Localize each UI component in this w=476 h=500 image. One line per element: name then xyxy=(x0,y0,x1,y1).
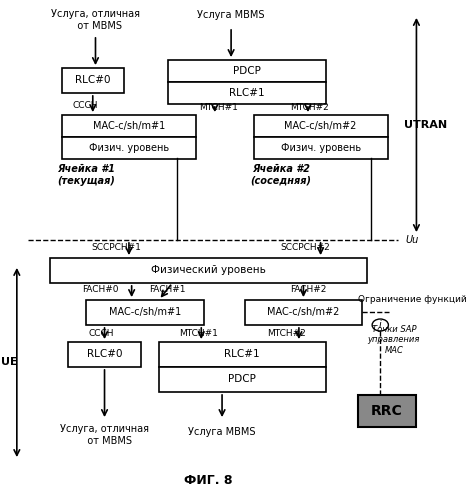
Text: Услуга MBMS: Услуга MBMS xyxy=(197,10,264,20)
Text: MTCH#1: MTCH#1 xyxy=(199,104,238,112)
Text: Услуга, отличная
   от MBMS: Услуга, отличная от MBMS xyxy=(51,9,139,31)
Text: MTCH#1: MTCH#1 xyxy=(179,328,218,338)
Text: Физич. уровень: Физич. уровень xyxy=(280,143,360,153)
FancyBboxPatch shape xyxy=(168,82,325,104)
Text: ФИГ. 8: ФИГ. 8 xyxy=(184,474,232,486)
Text: FACH#1: FACH#1 xyxy=(149,286,186,294)
Text: Ячейка #1
(текущая): Ячейка #1 (текущая) xyxy=(58,164,115,186)
Text: CCCH: CCCH xyxy=(73,100,98,110)
FancyBboxPatch shape xyxy=(68,342,140,367)
FancyBboxPatch shape xyxy=(168,60,325,82)
Text: CCCH: CCCH xyxy=(88,328,113,338)
FancyBboxPatch shape xyxy=(62,137,196,159)
Text: Физич. уровень: Физич. уровень xyxy=(89,143,169,153)
Text: UE: UE xyxy=(1,357,18,367)
Text: RLC#1: RLC#1 xyxy=(228,88,264,98)
Text: MAC-c/sh/m#1: MAC-c/sh/m#1 xyxy=(93,121,165,131)
Text: PDCP: PDCP xyxy=(228,374,255,384)
Text: MAC-c/sh/m#2: MAC-c/sh/m#2 xyxy=(267,307,339,317)
Text: RRC: RRC xyxy=(370,404,402,418)
Text: Физический уровень: Физический уровень xyxy=(151,265,266,275)
Text: PDCP: PDCP xyxy=(232,66,260,76)
FancyBboxPatch shape xyxy=(253,137,387,159)
Text: Uu: Uu xyxy=(405,235,418,245)
Text: SCCPCH#2: SCCPCH#2 xyxy=(280,244,330,252)
FancyBboxPatch shape xyxy=(253,115,387,137)
Text: RLC#0: RLC#0 xyxy=(87,349,122,359)
Text: Услуга MBMS: Услуга MBMS xyxy=(188,427,255,437)
Text: Точки SAP
управления
MAC: Точки SAP управления MAC xyxy=(367,325,419,355)
FancyBboxPatch shape xyxy=(357,395,416,427)
Text: FACH#0: FACH#0 xyxy=(81,286,118,294)
FancyBboxPatch shape xyxy=(159,342,325,367)
Text: SCCPCH#1: SCCPCH#1 xyxy=(91,244,140,252)
Text: Ограничение функций: Ограничение функций xyxy=(357,296,466,304)
Ellipse shape xyxy=(371,319,387,331)
Text: MAC-c/sh/m#1: MAC-c/sh/m#1 xyxy=(109,307,181,317)
FancyBboxPatch shape xyxy=(62,115,196,137)
FancyBboxPatch shape xyxy=(86,300,204,325)
FancyBboxPatch shape xyxy=(244,300,361,325)
FancyBboxPatch shape xyxy=(159,367,325,392)
Text: MTCH#2: MTCH#2 xyxy=(289,104,328,112)
Text: i: i xyxy=(378,320,381,330)
Text: FACH#2: FACH#2 xyxy=(289,286,326,294)
Text: RLC#0: RLC#0 xyxy=(75,75,110,85)
Text: RLC#1: RLC#1 xyxy=(224,349,259,359)
Text: MAC-c/sh/m#2: MAC-c/sh/m#2 xyxy=(284,121,356,131)
Text: Ячейка #2
(соседняя): Ячейка #2 (соседняя) xyxy=(250,164,311,186)
Text: UTRAN: UTRAN xyxy=(403,120,446,130)
FancyBboxPatch shape xyxy=(62,68,123,93)
Text: MTCH#2: MTCH#2 xyxy=(267,328,306,338)
Text: Услуга, отличная
   от MBMS: Услуга, отличная от MBMS xyxy=(60,424,149,446)
FancyBboxPatch shape xyxy=(50,258,366,283)
